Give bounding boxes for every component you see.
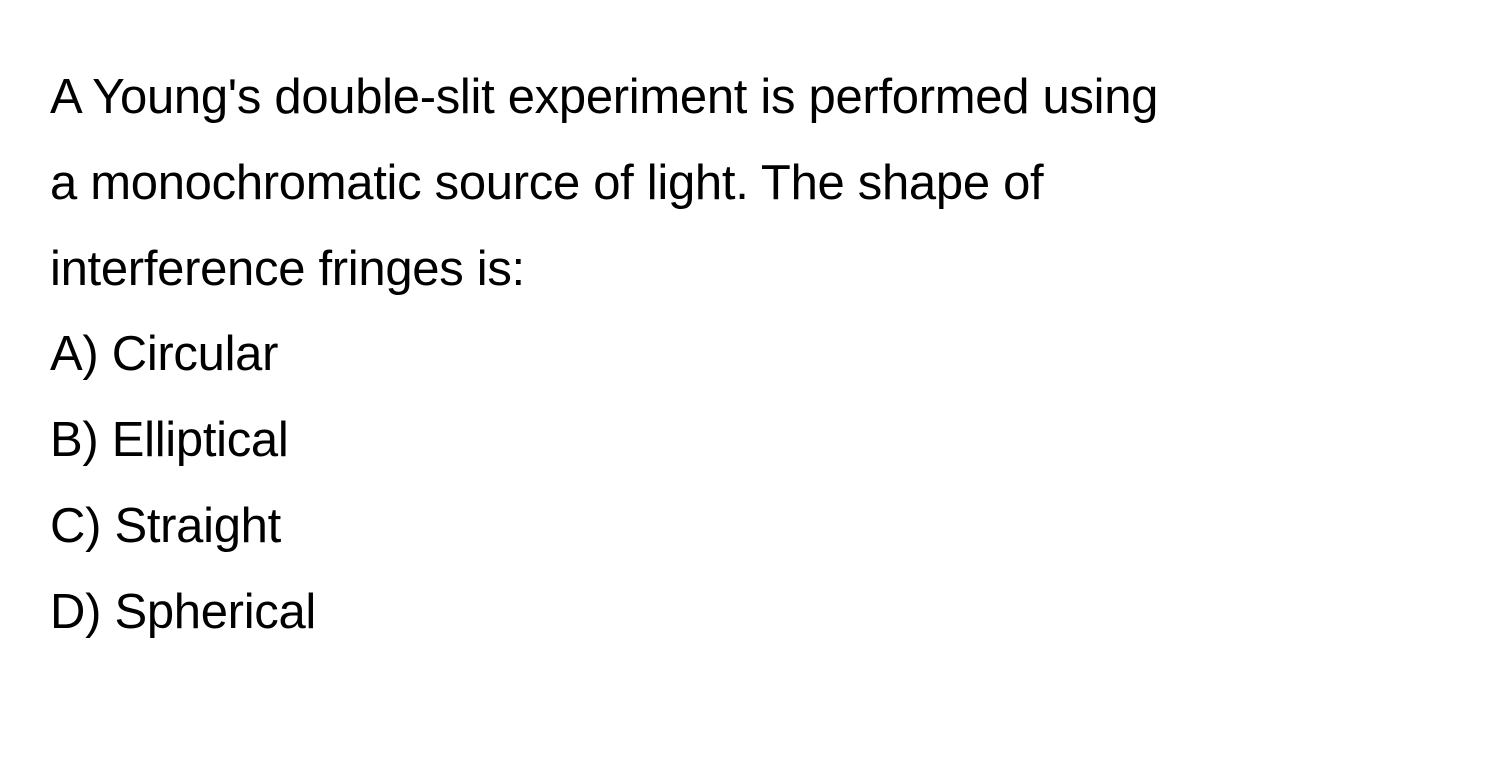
option-d: D) Spherical [50, 570, 1450, 656]
option-c-text: Straight [114, 499, 280, 553]
option-a-label: A) [50, 327, 98, 381]
option-b-text: Elliptical [112, 413, 289, 467]
question-line-2: a monochromatic source of light. The sha… [50, 141, 1450, 227]
option-d-label: D) [50, 585, 101, 639]
option-d-text: Spherical [114, 585, 316, 639]
option-b: B) Elliptical [50, 398, 1450, 484]
question-line-3: interference fringes is: [50, 227, 1450, 313]
option-c-label: C) [50, 499, 101, 553]
option-a: A) Circular [50, 312, 1450, 398]
option-b-label: B) [50, 413, 98, 467]
question-line-1: A Young's double-slit experiment is perf… [50, 55, 1450, 141]
option-a-text: Circular [112, 327, 278, 381]
option-c: C) Straight [50, 484, 1450, 570]
